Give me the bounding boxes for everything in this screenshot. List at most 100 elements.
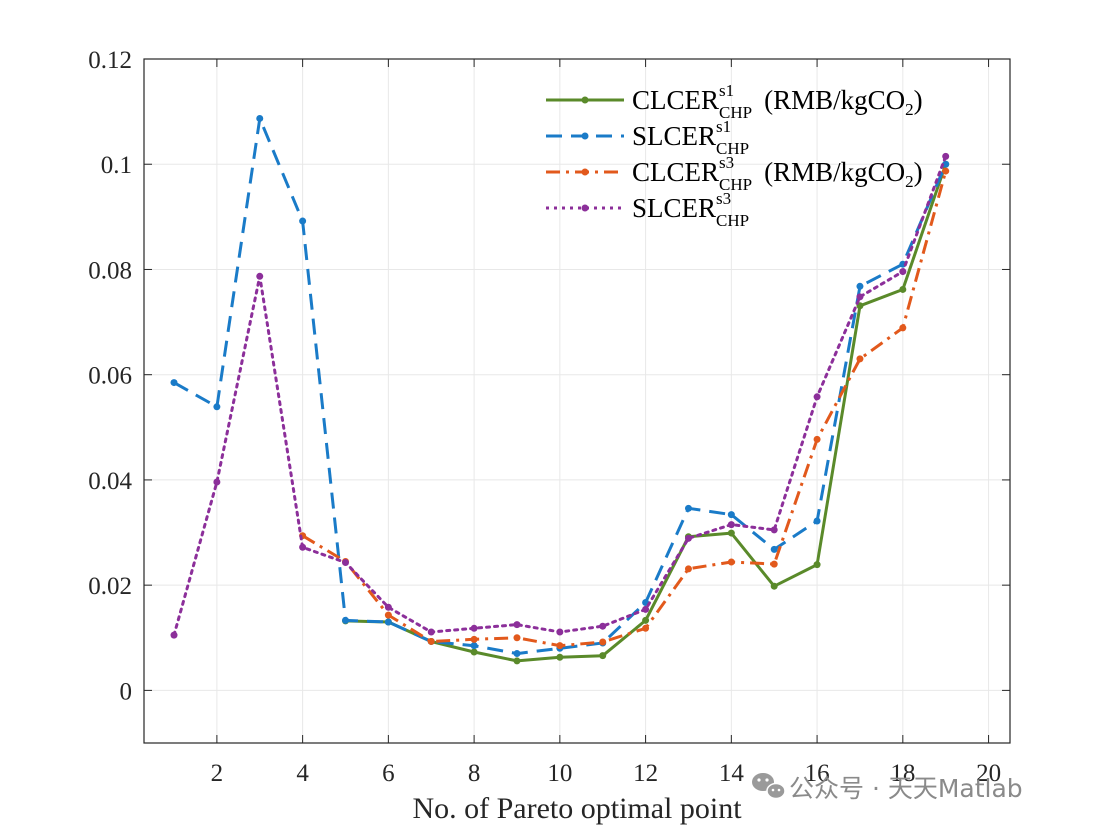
x-tick-label: 2: [211, 760, 224, 787]
legend-marker: [581, 204, 589, 212]
legend-label-main: CLCER: [632, 157, 719, 187]
data-point: [813, 561, 821, 569]
data-point: [684, 565, 692, 573]
wechat-icon: [752, 773, 786, 800]
legend-label-unit-end: ): [914, 157, 923, 187]
data-point: [727, 511, 735, 519]
legend-marker: [581, 168, 589, 176]
x-tick-label: 6: [382, 760, 395, 787]
legend-label-sub: CHP: [716, 139, 749, 158]
data-point: [813, 435, 821, 443]
data-point: [513, 650, 521, 658]
legend-label-main: SLCER: [632, 121, 716, 151]
data-point: [556, 653, 564, 661]
x-tick-label: 12: [633, 760, 658, 787]
data-point: [341, 616, 349, 624]
data-point: [770, 545, 778, 553]
data-point: [642, 616, 650, 624]
y-tick-label: 0.04: [88, 468, 132, 495]
x-tick-label: 20: [976, 760, 1001, 787]
x-tick-label: 4: [296, 760, 309, 787]
watermark: 公众号 · 天天Matlab: [752, 773, 1023, 803]
legend-label: SLCERs1 CHP: [632, 117, 749, 158]
y-tick-label: 0.02: [88, 573, 132, 600]
data-point: [770, 560, 778, 568]
data-point: [813, 517, 821, 525]
legend-label-sup: s3: [716, 189, 731, 208]
x-tick-label: 8: [468, 760, 481, 787]
legend-label-sup: s1: [716, 117, 731, 136]
data-point: [556, 642, 564, 650]
legend-item: CLCERs3 CHP (RMB/kgCO2): [546, 153, 923, 194]
legend-label-main: SLCER: [632, 193, 716, 223]
y-tick-label: 0.12: [88, 47, 132, 74]
x-tick-label: 10: [547, 760, 572, 787]
legend-label-sub: CHP: [716, 211, 749, 230]
data-point: [556, 628, 564, 636]
plot-frame: [143, 58, 1011, 744]
legend-marker: [581, 132, 589, 140]
legend-label-unit-sub: 2: [905, 100, 914, 119]
data-point: [299, 543, 307, 551]
data-point: [384, 618, 392, 626]
data-point: [213, 403, 221, 411]
data-point: [770, 582, 778, 590]
data-point: [341, 559, 349, 567]
legend-label-sup: s3: [719, 153, 734, 172]
x-tick-label: 14: [719, 760, 745, 787]
legend-item: SLCERs3 CHP: [546, 189, 749, 230]
data-point: [470, 648, 478, 656]
data-point: [899, 268, 907, 276]
data-point: [256, 114, 264, 122]
data-point: [684, 534, 692, 542]
data-point: [942, 152, 950, 160]
axes-ticks: 2 4 6 8 10 12 14 16 18 20 0 0.02 0.04 0.06 0.08 0.1 0.12: [88, 47, 1010, 787]
legend-label: SLCERs3 CHP: [632, 189, 749, 230]
data-point: [599, 638, 607, 646]
legend-label-main: CLCER: [632, 85, 719, 115]
legend-label-sup: s1: [719, 81, 734, 100]
y-tick-label: 0.08: [88, 257, 132, 284]
data-point: [384, 611, 392, 619]
data-point: [256, 272, 264, 280]
legend-item: CLCERs1 CHP (RMB/kgCO2): [546, 81, 923, 122]
data-point: [770, 526, 778, 534]
data-point: [513, 621, 521, 629]
y-tick-label: 0.06: [88, 363, 132, 390]
data-point: [813, 393, 821, 401]
legend-label-sub: CHP: [719, 175, 752, 194]
legend-label: CLCERs1 CHP (RMB/kgCO2): [632, 81, 923, 122]
data-point: [856, 282, 864, 290]
series-4: [170, 152, 950, 639]
data-point: [299, 217, 307, 225]
data-point: [599, 622, 607, 630]
legend-marker: [581, 96, 589, 104]
y-tick-label: 0.1: [101, 152, 132, 179]
legend-item: SLCERs1 CHP: [546, 117, 749, 158]
data-point: [942, 160, 950, 168]
x-tick-label: 16: [805, 760, 830, 787]
data-point: [856, 355, 864, 363]
data-point: [642, 624, 650, 632]
data-point: [942, 167, 950, 175]
data-point: [384, 603, 392, 611]
data-point: [213, 478, 221, 486]
x-axis-title: No. of Pareto optimal point: [412, 792, 742, 825]
data-point: [727, 529, 735, 537]
legend-label: CLCERs3 CHP (RMB/kgCO2): [632, 153, 923, 194]
data-point: [727, 558, 735, 566]
y-tick-label: 0: [120, 678, 133, 705]
data-point: [513, 657, 521, 665]
data-point: [170, 631, 178, 639]
series-layer: [170, 114, 950, 665]
data-point: [513, 634, 521, 642]
data-point: [427, 628, 435, 636]
legend-label-unit-sub: 2: [905, 172, 914, 191]
legend-label-unit: (RMB/kgCO: [764, 157, 905, 187]
data-point: [899, 285, 907, 293]
watermark-text: 公众号 · 天天Matlab: [789, 774, 1023, 803]
data-point: [899, 324, 907, 332]
legend-label-unit-end: ): [914, 85, 923, 115]
